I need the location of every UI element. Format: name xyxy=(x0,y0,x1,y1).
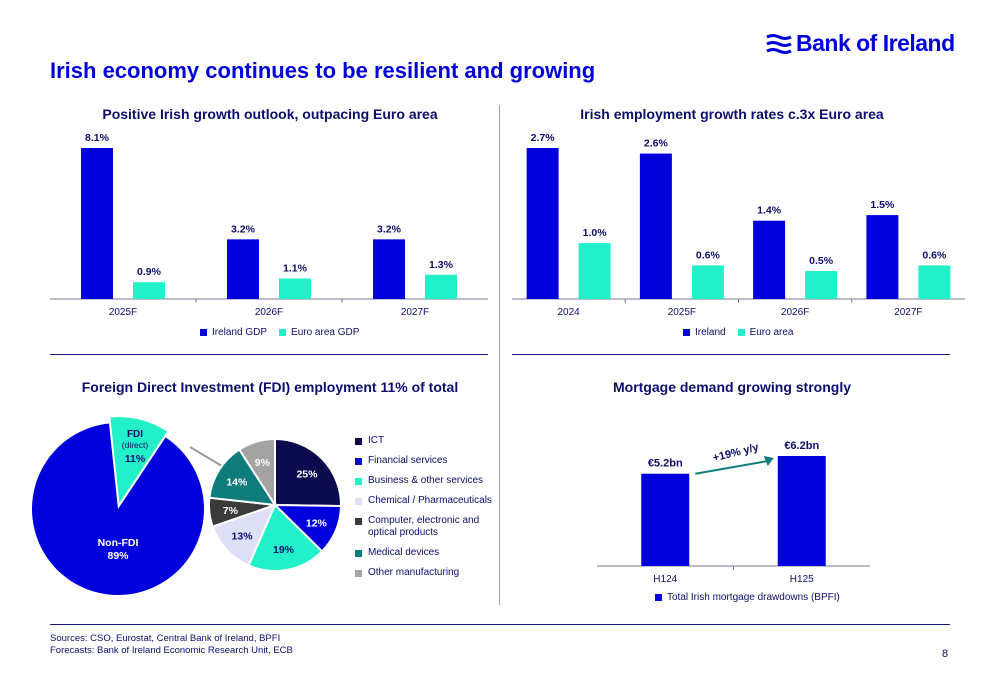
pie-sublabel-fdi: (direct) xyxy=(122,440,149,450)
legend-computer-electronic: Computer, electronic and optical products xyxy=(355,515,492,547)
pie-value-non-fdi: 89% xyxy=(107,550,129,562)
mortgage-tick-label: H125 xyxy=(790,574,814,585)
gdp-chart-title: Positive Irish growth outlook, outpacing… xyxy=(102,106,438,122)
breakdown-value-label: 19% xyxy=(273,544,295,556)
employment-data-label: 0.6% xyxy=(922,249,947,261)
employment-bar xyxy=(639,153,672,299)
employment-bar xyxy=(753,220,786,299)
mortgage-bar xyxy=(641,473,690,566)
pie-value-fdi: 11% xyxy=(125,453,146,465)
employment-bar xyxy=(691,265,724,299)
employment-bar xyxy=(805,271,838,299)
gdp-bar xyxy=(227,239,259,299)
legend-ict: ICT xyxy=(355,435,492,455)
breakdown-value-label: 12% xyxy=(306,517,328,529)
legend-euro-gdp: Euro area GDP xyxy=(279,327,359,338)
employment-tick-label: 2024 xyxy=(558,307,581,318)
mortgage-tick-label: H124 xyxy=(653,574,677,585)
legend-mortgage-drawdowns: Total Irish mortgage drawdowns (BPFI) xyxy=(655,592,840,603)
page-title: Irish economy continues to be resilient … xyxy=(50,58,596,83)
employment-data-label: 2.6% xyxy=(644,138,669,150)
vertical-divider xyxy=(499,105,500,605)
breakdown-value-label: 7% xyxy=(223,505,239,517)
footer-rule xyxy=(50,624,950,625)
employment-data-label: 1.4% xyxy=(757,205,782,217)
mortgage-bar xyxy=(777,456,826,566)
gdp-bar xyxy=(81,148,113,299)
logo-wave-icon xyxy=(766,33,792,54)
gdp-data-label: 8.1% xyxy=(85,132,110,144)
legend-medical-devices: Medical devices xyxy=(355,547,492,567)
mortgage-chart-title: Mortgage demand growing strongly xyxy=(612,379,851,395)
employment-bar xyxy=(866,215,899,299)
breakdown-value-label: 13% xyxy=(232,530,254,542)
employment-tick-label: 2026F xyxy=(781,307,809,318)
gdp-data-label: 3.2% xyxy=(377,223,402,235)
employment-data-label: 0.6% xyxy=(696,249,721,261)
growth-annotation: +19% y/y xyxy=(712,441,761,464)
brand-name: Bank of Ireland xyxy=(796,30,955,56)
breakdown-slice xyxy=(247,503,324,572)
growth-arrow-line xyxy=(695,460,768,475)
legend-euro-area: Euro area xyxy=(737,327,794,338)
breakdown-slice xyxy=(208,448,277,507)
pie-slice-non-fdi xyxy=(31,423,204,595)
gdp-data-label: 0.9% xyxy=(137,266,162,278)
mortgage-legend: Total Irish mortgage drawdowns (BPFI) xyxy=(655,592,840,603)
gdp-legend: Ireland GDP Euro area GDP xyxy=(200,327,359,338)
employment-bar xyxy=(578,243,611,299)
employment-data-label: 2.7% xyxy=(531,132,556,144)
employment-data-label: 1.0% xyxy=(583,227,608,239)
fdi-chart-title: Foreign Direct Investment (FDI) employme… xyxy=(81,379,459,395)
legend-other-manufacturing: Other manufacturing xyxy=(355,567,492,587)
pie-slice-fdi xyxy=(110,417,168,504)
pie-label-non-fdi: Non-FDI xyxy=(98,537,139,549)
employment-bar xyxy=(526,148,559,299)
gdp-tick-label: 2025F xyxy=(109,307,137,318)
breakdown-slice xyxy=(211,503,277,567)
legend-chemical-pharma: Chemical / Pharmaceuticals xyxy=(355,495,492,515)
forecasts-note: Forecasts: Bank of Ireland Economic Rese… xyxy=(50,645,293,656)
employment-data-label: 0.5% xyxy=(809,255,834,267)
mortgage-data-label: €5.2bn xyxy=(648,458,683,470)
page-number: 8 xyxy=(942,648,949,660)
left-divider xyxy=(50,354,488,355)
gdp-data-label: 3.2% xyxy=(231,223,256,235)
footer-notes: Sources: CSO, Eurostat, Central Bank of … xyxy=(50,633,293,657)
breakdown-value-label: 25% xyxy=(296,469,318,481)
employment-chart-title: Irish employment growth rates c.3x Euro … xyxy=(580,106,884,122)
legend-financial-services: Financial services xyxy=(355,455,492,475)
sources-note: Sources: CSO, Eurostat, Central Bank of … xyxy=(50,633,281,644)
employment-tick-label: 2025F xyxy=(668,307,696,318)
gdp-bar xyxy=(425,274,457,299)
breakdown-value-label: 14% xyxy=(226,476,248,488)
gdp-tick-label: 2026F xyxy=(255,307,283,318)
breakdown-slice xyxy=(274,437,342,508)
employment-data-label: 1.5% xyxy=(870,199,895,211)
gdp-data-label: 1.1% xyxy=(283,262,308,274)
breakdown-slice xyxy=(237,437,276,509)
right-divider xyxy=(512,354,950,355)
gdp-data-label: 1.3% xyxy=(429,259,454,271)
employment-legend: Ireland Euro area xyxy=(683,327,794,338)
breakdown-value-label: 9% xyxy=(255,457,271,469)
employment-tick-label: 2027F xyxy=(894,307,922,318)
growth-arrow-head xyxy=(763,456,774,466)
gdp-tick-label: 2027F xyxy=(401,307,429,318)
legend-ireland-gdp: Ireland GDP xyxy=(200,327,267,338)
legend-business-services: Business & other services xyxy=(355,475,492,495)
mortgage-data-label: €6.2bn xyxy=(784,440,819,452)
gdp-bar xyxy=(279,278,311,299)
employment-bar xyxy=(918,265,951,299)
fdi-breakdown-legend: ICT Financial services Business & other … xyxy=(355,435,492,587)
gdp-bar xyxy=(133,282,165,299)
bank-logo: Bank of Ireland xyxy=(766,30,955,57)
pie-label-fdi: FDI xyxy=(127,429,143,440)
gdp-bar xyxy=(373,239,405,299)
legend-ireland: Ireland xyxy=(683,327,726,338)
